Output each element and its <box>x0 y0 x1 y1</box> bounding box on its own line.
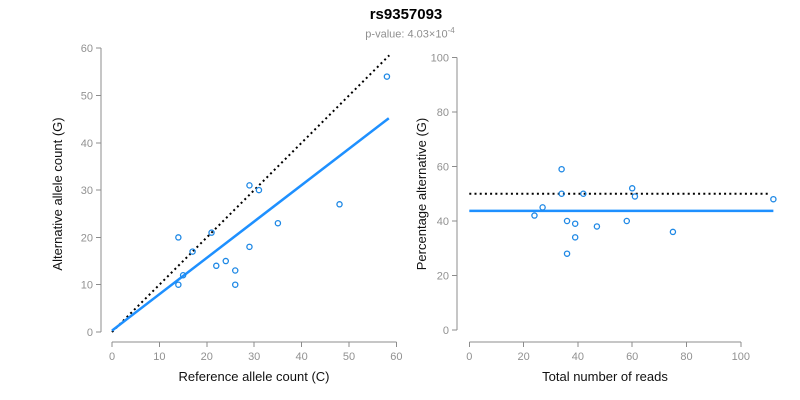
y-tick-label: 20 <box>437 271 449 283</box>
data-point <box>558 190 565 197</box>
y-tick-label: 10 <box>81 280 93 292</box>
data-point <box>531 212 538 219</box>
x-tick-label: 20 <box>517 351 529 363</box>
y-tick-label: 100 <box>431 53 449 65</box>
data-point <box>628 185 636 192</box>
data-point <box>563 250 571 257</box>
x-tick-label: 10 <box>153 351 165 363</box>
data-point <box>231 267 239 274</box>
y-tick-label: 0 <box>87 327 93 339</box>
data-point <box>213 262 220 270</box>
x-tick-label: 60 <box>626 351 638 363</box>
data-point <box>274 219 282 227</box>
left-scatter-plot: 0 10 20 30 40 50 60 0 10 20 30 40 50 60 <box>81 43 403 363</box>
data-point <box>189 248 196 255</box>
left-xaxis-label: Reference allele count (C) <box>178 369 329 384</box>
y-tick-label: 20 <box>81 232 93 244</box>
right-scatter-plot: 0 20 40 60 80 100 0 20 40 60 80 100 <box>431 53 777 363</box>
p-value-subtitle: p-value: 4.03×10-4 <box>10 26 800 41</box>
x-tick-label: 30 <box>248 351 260 363</box>
data-point <box>246 243 253 251</box>
p-value-text: p-value: 4.03×10 <box>365 28 448 41</box>
x-tick-label: 0 <box>109 351 115 363</box>
left-yaxis-label: Alternative allele count (G) <box>50 117 65 270</box>
y-tick-label: 40 <box>81 138 93 150</box>
data-point <box>179 271 187 279</box>
data-point <box>208 229 215 236</box>
data-point <box>563 217 571 225</box>
data-point <box>222 257 230 265</box>
x-tick-label: 20 <box>201 351 213 363</box>
data-point <box>623 217 631 225</box>
x-tick-label: 50 <box>343 351 355 363</box>
y-tick-label: 80 <box>437 107 449 119</box>
identity-line <box>111 54 390 333</box>
y-tick-label: 50 <box>81 91 93 103</box>
data-point <box>631 193 639 200</box>
data-point <box>336 201 343 208</box>
y-tick-label: 60 <box>81 43 93 55</box>
data-point <box>571 234 579 241</box>
data-point <box>558 165 565 173</box>
fit-line <box>111 117 390 332</box>
data-point <box>175 281 182 288</box>
right-xaxis-label: Total number of reads <box>542 369 668 384</box>
data-point <box>580 190 587 197</box>
y-tick-label: 40 <box>437 216 449 228</box>
data-point <box>246 182 253 189</box>
x-tick-label: 40 <box>295 351 307 363</box>
data-point <box>231 281 239 288</box>
y-tick-label: 0 <box>443 325 449 337</box>
data-point <box>255 186 263 194</box>
data-point <box>539 204 546 211</box>
x-tick-label: 100 <box>732 351 750 363</box>
x-tick-label: 40 <box>572 351 584 363</box>
data-point <box>175 234 182 241</box>
y-tick-label: 30 <box>81 185 93 197</box>
x-tick-label: 60 <box>390 351 402 363</box>
data-point <box>669 228 677 236</box>
data-point <box>571 220 579 227</box>
right-yaxis-label: Percentage alternative (G) <box>414 118 429 270</box>
data-point <box>770 195 777 203</box>
x-tick-label: 80 <box>680 351 692 363</box>
x-tick-label: 0 <box>466 351 472 363</box>
plot-title: rs9357093 <box>369 6 443 23</box>
data-point <box>593 223 601 230</box>
p-value-exponent: -4 <box>447 26 455 35</box>
y-tick-label: 60 <box>437 162 449 174</box>
data-point <box>383 73 391 80</box>
